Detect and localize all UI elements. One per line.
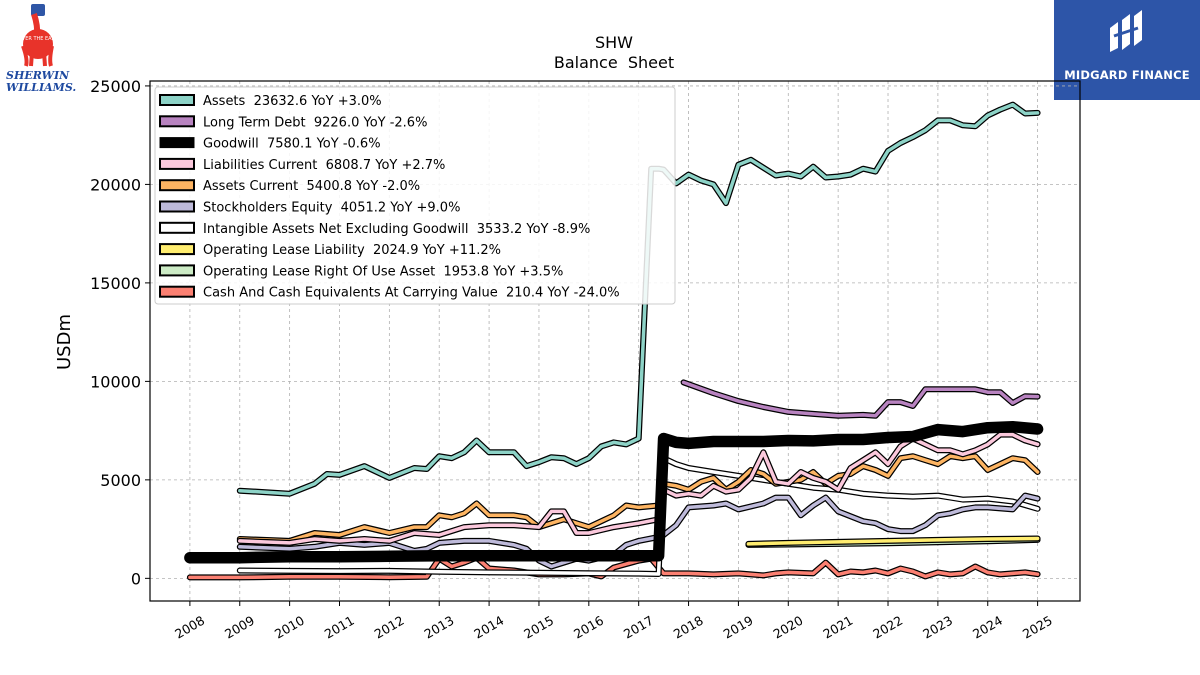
wordmark-line-2: WILLIAMS. xyxy=(6,81,77,94)
legend-label: Goodwill 7580.1 YoY -0.6% xyxy=(203,137,381,152)
paint-can-globe-icon: COVER THE EARTH xyxy=(14,4,62,67)
x-tick-label: 2019 xyxy=(721,613,756,642)
legend-label: Operating Lease Right Of Use Asset 1953.… xyxy=(203,264,563,279)
x-tick-label: 2022 xyxy=(870,613,905,642)
legend-swatch xyxy=(159,115,195,128)
legend-swatch xyxy=(159,179,195,192)
x-tick-label: 2008 xyxy=(172,613,207,642)
legend-label: Liabilities Current 6808.7 YoY +2.7% xyxy=(203,158,445,173)
x-tick-label: 2010 xyxy=(272,613,307,642)
series-line-1 xyxy=(681,380,1040,418)
x-tick-label: 2011 xyxy=(322,613,357,642)
legend-label: Long Term Debt 9226.0 YoY -2.6% xyxy=(203,115,427,130)
x-tick-label: 2025 xyxy=(1020,613,1055,642)
x-tick-label: 2017 xyxy=(621,613,656,642)
x-tick-label: 2013 xyxy=(421,613,456,642)
sherwin-williams-logo: COVER THE EARTH SHERWIN WILLIAMS. xyxy=(4,2,76,102)
series-group xyxy=(184,101,1044,581)
legend-swatch xyxy=(159,200,195,213)
y-tick-label: 0 xyxy=(131,569,141,588)
series-line-7 xyxy=(746,536,1040,546)
legend-label: Intangible Assets Net Excluding Goodwill… xyxy=(203,222,590,237)
y-tick-label: 20000 xyxy=(90,175,141,194)
badge-text: COVER THE EARTH xyxy=(14,36,61,42)
legend-swatch xyxy=(159,157,195,170)
x-tick-label: 2023 xyxy=(920,613,955,642)
legend-label: Assets Current 5400.8 YoY -2.0% xyxy=(203,179,420,194)
series-line-0 xyxy=(238,102,1040,496)
x-tick-label: 2016 xyxy=(571,613,606,642)
chart-title: SHW xyxy=(595,33,633,52)
chart-subtitle: Balance Sheet xyxy=(554,53,674,72)
legend-swatch xyxy=(159,94,195,106)
sherwin-williams-wordmark: SHERWIN WILLIAMS. xyxy=(6,70,76,94)
legend-swatch xyxy=(159,137,195,149)
legend-box xyxy=(154,86,676,305)
y-tick-label: 25000 xyxy=(90,77,141,96)
plot-frame xyxy=(149,80,1081,602)
x-tick-label: 2024 xyxy=(970,613,1005,642)
x-tick-label: 2009 xyxy=(222,613,257,642)
y-tick-label: 5000 xyxy=(100,471,141,490)
y-tick-label: 15000 xyxy=(90,274,141,293)
x-tick-label: 2021 xyxy=(820,613,855,642)
midgard-emblem-icon xyxy=(1110,10,1142,52)
series-line-6 xyxy=(238,456,1040,576)
legend-label: Stockholders Equity 4051.2 YoY +9.0% xyxy=(203,201,460,216)
legend-label: Operating Lease Liability 2024.9 YoY +11… xyxy=(203,243,501,258)
y-tick-label: 10000 xyxy=(90,372,141,391)
series-line-3 xyxy=(238,432,1040,545)
midgard-wordmark: MIDGARD FINANCE xyxy=(1064,68,1190,82)
legend-label: Assets 23632.6 YoY +3.0% xyxy=(203,94,382,109)
series-line-9 xyxy=(188,555,1040,580)
series-line-2 xyxy=(185,422,1043,563)
series-line-4 xyxy=(238,454,1040,543)
y-axis-label: USDm xyxy=(54,314,75,370)
x-tick-label: 2020 xyxy=(771,613,806,642)
x-tick-label: 2014 xyxy=(471,613,506,642)
x-tick-label: 2018 xyxy=(671,613,706,642)
legend-swatch xyxy=(159,264,195,277)
legend-swatch xyxy=(159,221,195,234)
legend-swatch xyxy=(159,243,195,256)
legend-swatch xyxy=(159,285,195,298)
legend-label: Cash And Cash Equivalents At Carrying Va… xyxy=(203,286,620,301)
x-tick-label: 2012 xyxy=(372,613,407,642)
legend: Assets 23632.6 YoY +3.0% Long Term Debt 9… xyxy=(154,86,676,305)
wordmark-line-1: SHERWIN xyxy=(6,69,70,82)
x-tick-label: 2015 xyxy=(521,613,556,642)
midgard-finance-logo: MIDGARD FINANCE xyxy=(1054,0,1200,100)
series-line-5 xyxy=(238,493,1040,569)
